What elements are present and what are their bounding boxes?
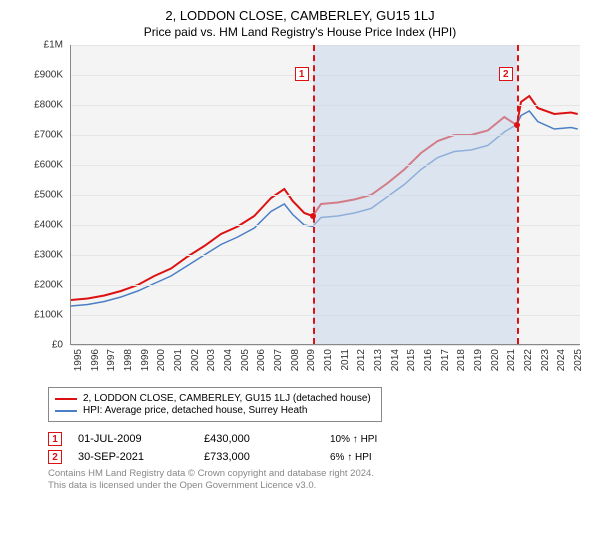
event-date: 01-JUL-2009	[78, 433, 188, 445]
x-label: 2024	[556, 349, 567, 371]
x-label: 2002	[190, 349, 201, 371]
event-row: 2 30-SEP-2021 £733,000 6% ↑ HPI	[48, 450, 588, 464]
y-label: £900K	[34, 70, 63, 81]
legend-swatch	[55, 410, 77, 412]
event-marker-2: 2	[499, 67, 513, 81]
event-date: 30-SEP-2021	[78, 451, 188, 463]
events-table: 1 01-JUL-2009 £430,000 10% ↑ HPI 2 30-SEP-202…	[48, 432, 588, 464]
y-label: £100K	[34, 310, 63, 321]
shaded-region	[313, 45, 517, 344]
x-label: 2013	[373, 349, 384, 371]
x-label: 2023	[540, 349, 551, 371]
y-label: £1M	[44, 40, 63, 51]
x-label: 2021	[506, 349, 517, 371]
footer-line-1: Contains HM Land Registry data © Crown c…	[48, 468, 588, 480]
marker-vline	[517, 45, 519, 344]
x-label: 2008	[290, 349, 301, 371]
legend-label: 2, LODDON CLOSE, CAMBERLEY, GU15 1LJ (de…	[83, 393, 371, 404]
event-dot	[514, 122, 520, 128]
event-marker-icon: 1	[48, 432, 62, 446]
x-label: 1998	[123, 349, 134, 371]
x-label: 2025	[573, 349, 584, 371]
event-diff: 6% ↑ HPI	[330, 452, 440, 463]
legend-swatch	[55, 398, 77, 400]
legend-row: HPI: Average price, detached house, Surr…	[55, 405, 371, 416]
x-label: 1997	[106, 349, 117, 371]
marker-vline	[313, 45, 315, 344]
plot-area: 12	[70, 45, 580, 345]
x-label: 2020	[490, 349, 501, 371]
legend-label: HPI: Average price, detached house, Surr…	[83, 405, 307, 416]
y-label: £500K	[34, 190, 63, 201]
x-label: 2000	[156, 349, 167, 371]
event-price: £430,000	[204, 433, 314, 445]
x-label: 1999	[140, 349, 151, 371]
event-dot	[310, 213, 316, 219]
y-axis-labels: £0£100K£200K£300K£400K£500K£600K£700K£80…	[20, 45, 65, 345]
x-label: 2014	[390, 349, 401, 371]
x-label: 2009	[306, 349, 317, 371]
x-label: 1995	[73, 349, 84, 371]
x-label: 2003	[206, 349, 217, 371]
y-label: £200K	[34, 280, 63, 291]
page-title: 2, LODDON CLOSE, CAMBERLEY, GU15 1LJ	[12, 8, 588, 23]
x-label: 2018	[456, 349, 467, 371]
y-label: £800K	[34, 100, 63, 111]
x-label: 2019	[473, 349, 484, 371]
x-label: 2004	[223, 349, 234, 371]
y-label: £700K	[34, 130, 63, 141]
event-marker-1: 1	[295, 67, 309, 81]
x-label: 2011	[340, 349, 351, 371]
footer: Contains HM Land Registry data © Crown c…	[48, 468, 588, 493]
event-diff: 10% ↑ HPI	[330, 434, 440, 445]
event-marker-icon: 2	[48, 450, 62, 464]
legend: 2, LODDON CLOSE, CAMBERLEY, GU15 1LJ (de…	[48, 387, 382, 422]
x-axis-labels: 1995 1996 1997 1998 1999 2000 2001 2002 2003 2004…	[70, 347, 580, 387]
x-label: 2017	[440, 349, 451, 371]
chart: £0 £100K £200K £300K £400K £500K £600K £700K £80…	[20, 45, 580, 385]
y-label: £600K	[34, 160, 63, 171]
x-label: 2012	[356, 349, 367, 371]
x-label: 1996	[90, 349, 101, 371]
y-label: £400K	[34, 220, 63, 231]
x-label: 2022	[523, 349, 534, 371]
x-label: 2005	[240, 349, 251, 371]
x-label: 2007	[273, 349, 284, 371]
x-label: 2001	[173, 349, 184, 371]
y-label: £0	[52, 340, 63, 351]
x-label: 2015	[406, 349, 417, 371]
event-row: 1 01-JUL-2009 £430,000 10% ↑ HPI	[48, 432, 588, 446]
x-label: 2006	[256, 349, 267, 371]
x-label: 2010	[323, 349, 334, 371]
legend-row: 2, LODDON CLOSE, CAMBERLEY, GU15 1LJ (de…	[55, 393, 371, 404]
x-label: 2016	[423, 349, 434, 371]
event-price: £733,000	[204, 451, 314, 463]
footer-line-2: This data is licensed under the Open Gov…	[48, 480, 588, 492]
page-subtitle: Price paid vs. HM Land Registry's House …	[12, 25, 588, 39]
y-label: £300K	[34, 250, 63, 261]
